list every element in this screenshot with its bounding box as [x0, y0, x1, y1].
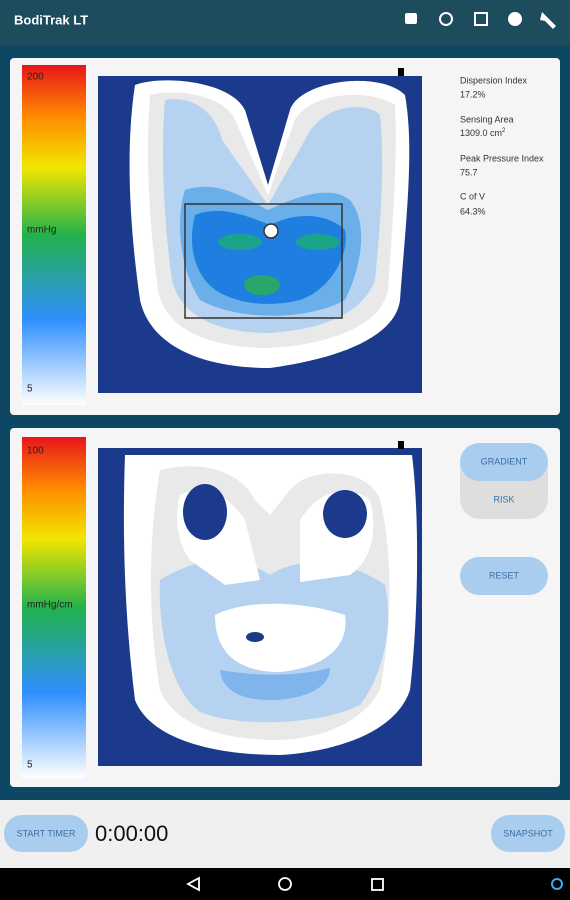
stat-label: Peak Pressure Index	[460, 153, 544, 163]
footer	[0, 800, 570, 868]
home-button[interactable]	[278, 877, 292, 891]
reset-button[interactable]	[460, 557, 548, 595]
scale-unit: mmHg/cm	[27, 600, 73, 611]
timer: 0:00:00	[95, 821, 168, 846]
assistant-button[interactable]	[551, 878, 563, 890]
pressure-map	[98, 68, 422, 393]
stat-value: 75.7	[460, 167, 478, 177]
superscript: 2	[502, 128, 506, 134]
gradient-scale	[22, 437, 86, 778]
scale-max: 200	[27, 72, 44, 83]
back-button[interactable]	[186, 876, 200, 892]
start-timer-label[interactable]: START TIMER	[17, 828, 76, 838]
toolbar-icons[interactable]	[405, 12, 556, 29]
stat-value-text: 1309.0 cm	[460, 128, 502, 138]
scale-unit: mmHg	[27, 225, 56, 236]
snapshot-label[interactable]: SNAPSHOT	[503, 828, 553, 838]
stat-label: Sensing Area	[460, 114, 514, 124]
recents-button[interactable]	[371, 878, 384, 891]
start-timer-button[interactable]	[4, 815, 88, 852]
scale-min: 5	[27, 760, 33, 771]
scale-min: 5	[27, 384, 33, 395]
stat-value: 17.2%	[460, 89, 486, 99]
gradient-map	[98, 441, 422, 766]
reset-label[interactable]: RESET	[489, 570, 520, 580]
app-title: BodiTrak LT	[14, 12, 88, 27]
stat-value: 64.3%	[460, 206, 486, 216]
nav-bar	[0, 868, 570, 900]
gradient-button[interactable]: GRADIENT	[481, 456, 528, 466]
pressure-scale	[22, 65, 86, 405]
stat-value: 1309.0 cm2	[460, 128, 506, 139]
risk-button[interactable]: RISK	[493, 494, 514, 504]
scale-max: 100	[27, 446, 44, 457]
snapshot-button[interactable]	[491, 815, 565, 852]
stats: Dispersion Index 17.2% Sensing Area 1309…	[460, 75, 544, 216]
mode-toggle[interactable]: GRADIENT RISK	[460, 443, 548, 519]
stat-label: C of V	[460, 191, 485, 201]
stat-label: Dispersion Index	[460, 75, 528, 85]
